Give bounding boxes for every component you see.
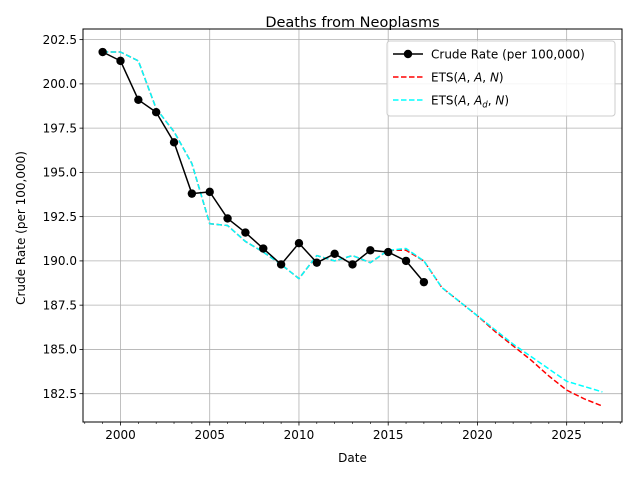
x-tick-label: 2020 xyxy=(462,428,493,442)
x-axis: 2000 2005 2010 2015 2020 2025 xyxy=(84,422,621,442)
data-point xyxy=(223,214,232,223)
data-point xyxy=(366,246,375,255)
data-point xyxy=(205,187,214,197)
y-tick-label: 192.5 xyxy=(43,210,77,224)
x-axis-label: Date xyxy=(338,451,367,465)
y-axis-label: Crude Rate (per 100,000) xyxy=(14,151,28,305)
data-point xyxy=(401,256,411,266)
legend-label-crude-rate: Crude Rate (per 100,000) xyxy=(431,48,585,62)
data-point xyxy=(330,249,339,259)
legend-entry-crude-rate: Crude Rate (per 100,000) xyxy=(393,48,585,62)
legend-label-ets-aan: ETS(A, A, N) xyxy=(431,71,504,85)
y-tick-label: 190.0 xyxy=(43,254,77,268)
data-point xyxy=(116,56,125,66)
data-point xyxy=(134,95,143,105)
y-tick-label: 187.5 xyxy=(43,298,77,312)
x-tick-label: 2025 xyxy=(551,428,582,442)
data-point xyxy=(169,138,179,147)
series-line-2 xyxy=(102,51,603,393)
data-point xyxy=(187,189,197,198)
y-tick-label: 195.0 xyxy=(43,166,77,180)
x-tick-label: 2015 xyxy=(373,428,404,442)
x-tick-label: 2010 xyxy=(284,428,315,442)
y-axis: 182.5 185.0 187.5 190.0 192.5 195.0 197.5 200.0… xyxy=(43,33,83,401)
data-point xyxy=(383,247,393,257)
data-point xyxy=(294,239,304,248)
legend-label-ets-aadn: ETS(A, Ad, N) xyxy=(431,94,509,111)
data-point xyxy=(276,260,286,269)
data-point xyxy=(151,108,161,117)
y-tick-label: 197.5 xyxy=(43,121,77,135)
data-point xyxy=(98,47,107,57)
chart-title: Deaths from Neoplasms xyxy=(265,15,439,31)
data-point xyxy=(348,260,357,269)
x-tick-label: 2000 xyxy=(105,428,136,442)
y-tick-label: 185.0 xyxy=(43,343,77,357)
y-tick-label: 182.5 xyxy=(43,387,77,401)
legend-entry-ets-aan: ETS(A, A, N) xyxy=(393,71,504,85)
legend: Crude Rate (per 100,000) ETS(A, A, N) ET… xyxy=(386,40,616,117)
y-tick-label: 202.5 xyxy=(43,33,77,47)
data-point xyxy=(259,244,268,253)
data-point xyxy=(312,258,322,267)
legend-marker-crude-rate xyxy=(403,49,413,59)
legend-entry-ets-aadn: ETS(A, Ad, N) xyxy=(393,94,509,111)
data-point xyxy=(419,277,429,287)
y-tick-label: 200.0 xyxy=(43,77,77,91)
data-point xyxy=(241,228,250,237)
x-tick-label: 2005 xyxy=(194,428,225,442)
series-line-1 xyxy=(102,51,603,407)
legend-box xyxy=(386,40,616,117)
series-layer xyxy=(98,47,603,407)
